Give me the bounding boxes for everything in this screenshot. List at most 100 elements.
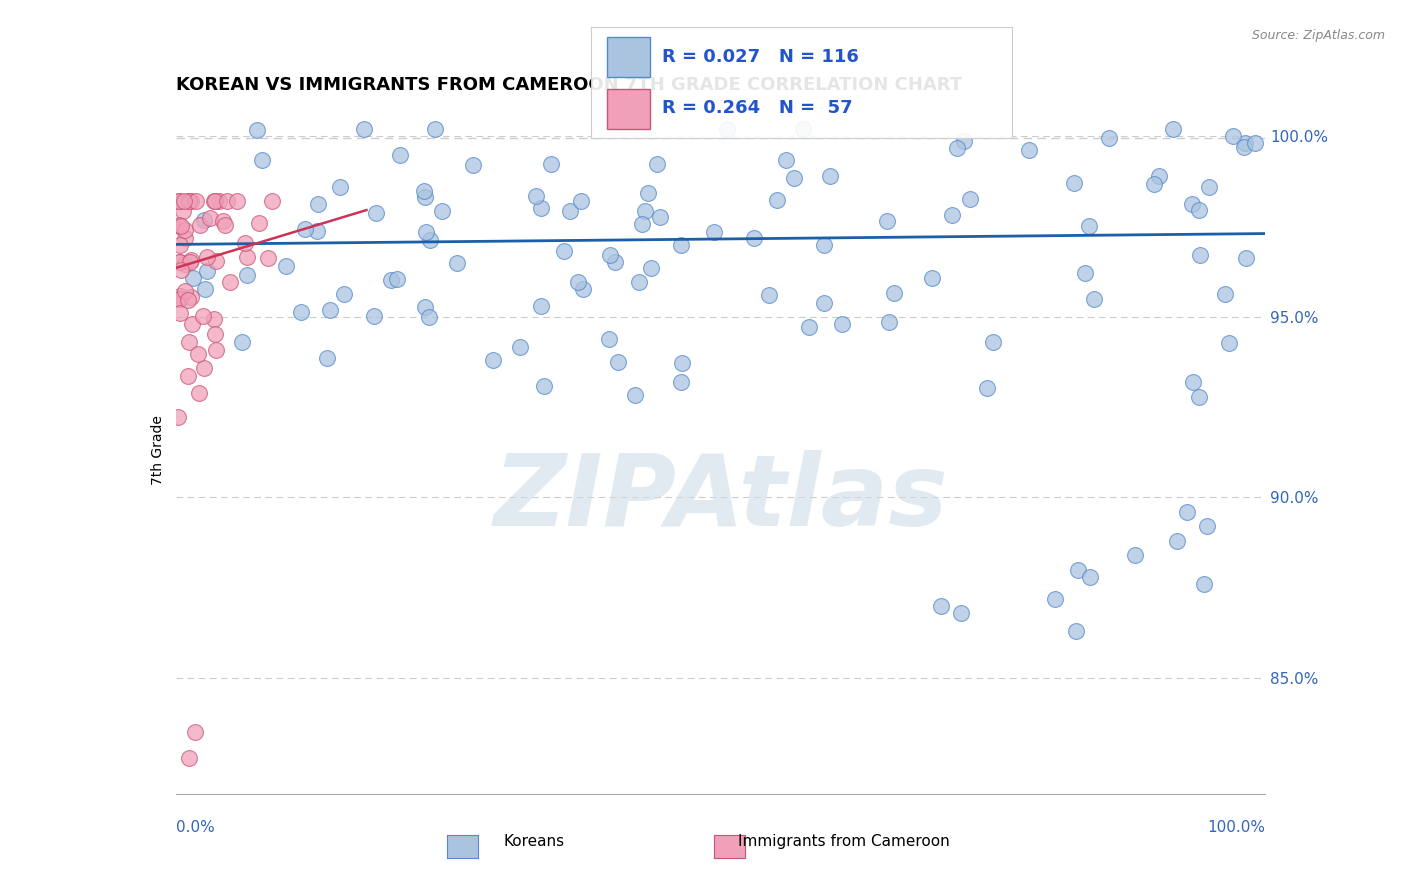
Point (1213, 286, 1236, 301)
Point (634, 203, 657, 218)
Point (247, 216, 270, 230)
Point (167, 409, 190, 424)
Point (170, 219, 193, 233)
Point (1195, 519, 1218, 533)
Point (419, 233, 441, 247)
Point (1078, 219, 1101, 233)
Point (432, 203, 454, 218)
Point (191, 309, 214, 323)
Point (607, 355, 630, 369)
Point (446, 256, 468, 270)
Point (219, 275, 242, 289)
Point (1063, 176, 1085, 190)
Point (380, 273, 402, 287)
Point (1018, 143, 1040, 157)
Point (758, 288, 780, 302)
Point (671, 356, 693, 370)
Point (204, 254, 226, 268)
Point (194, 282, 217, 296)
Point (1189, 248, 1212, 262)
Point (202, 312, 225, 326)
Point (167, 194, 190, 208)
Point (170, 262, 193, 277)
Point (290, 305, 312, 319)
Point (319, 303, 342, 318)
Point (195, 264, 218, 278)
Point (177, 335, 200, 350)
Point (1078, 570, 1101, 584)
Point (929, 599, 952, 613)
Point (250, 153, 273, 167)
Point (571, 282, 593, 296)
Point (202, 194, 225, 208)
Point (533, 379, 555, 393)
Point (329, 180, 352, 194)
Point (1067, 563, 1090, 577)
FancyBboxPatch shape (607, 89, 650, 129)
Point (605, 255, 627, 269)
Point (180, 290, 202, 304)
Point (813, 238, 835, 252)
Point (174, 257, 197, 271)
Point (208, 194, 231, 208)
Point (941, 208, 963, 222)
Text: Immigrants from Cameroon: Immigrants from Cameroon (738, 834, 949, 848)
Point (167, 219, 190, 233)
Point (413, 190, 436, 204)
Point (226, 194, 249, 208)
Point (195, 251, 218, 265)
Point (204, 327, 226, 342)
Point (1243, 136, 1265, 151)
Point (482, 353, 505, 368)
Point (385, 271, 408, 285)
Point (742, 230, 765, 244)
Point (1064, 624, 1087, 639)
Point (332, 287, 354, 301)
Point (173, 194, 195, 208)
Point (169, 306, 191, 320)
Point (463, 158, 485, 172)
Point (307, 223, 329, 237)
Point (418, 310, 440, 324)
Point (169, 289, 191, 303)
Point (783, 170, 806, 185)
Point (876, 213, 898, 227)
FancyBboxPatch shape (607, 37, 650, 77)
Point (624, 388, 647, 402)
Text: R = 0.027   N = 116: R = 0.027 N = 116 (662, 48, 859, 66)
Point (1098, 131, 1121, 145)
Point (212, 214, 235, 228)
Point (671, 238, 693, 252)
Point (1188, 391, 1211, 405)
Point (193, 213, 215, 227)
Point (946, 141, 969, 155)
Point (530, 299, 553, 313)
Point (831, 317, 853, 331)
Point (950, 606, 973, 620)
Point (167, 292, 190, 306)
Point (174, 223, 197, 237)
Point (813, 296, 835, 310)
Point (1123, 549, 1146, 563)
Point (792, 121, 814, 136)
Point (188, 218, 211, 232)
Point (423, 121, 446, 136)
Point (415, 225, 437, 239)
Point (1234, 136, 1257, 151)
Point (1232, 140, 1256, 154)
Point (193, 360, 215, 375)
Point (186, 347, 209, 361)
Point (169, 255, 191, 269)
Point (703, 225, 725, 239)
Point (1161, 121, 1184, 136)
Point (307, 197, 329, 211)
Point (648, 210, 671, 224)
Point (188, 386, 211, 401)
Point (180, 318, 202, 332)
Text: ZIPAtlas: ZIPAtlas (494, 450, 948, 547)
Point (180, 194, 202, 208)
Point (1181, 375, 1204, 389)
Point (959, 192, 981, 206)
Point (180, 253, 202, 268)
Point (530, 201, 553, 215)
